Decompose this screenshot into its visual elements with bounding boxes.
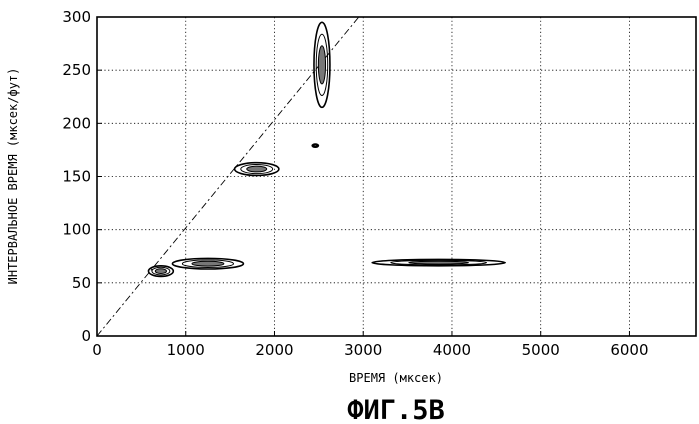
contour-ring	[409, 261, 469, 264]
contour-region-dot-180	[312, 144, 318, 147]
y-tick-label: 250	[62, 61, 91, 79]
y-tick-label: 300	[62, 8, 91, 26]
contour-ring	[155, 269, 166, 274]
y-tick-label: 200	[62, 114, 91, 132]
x-tick-label: 6000	[610, 341, 648, 359]
y-axis-label: ИНТЕРВАЛЬНОЕ ВРЕМЯ (мксек/фут)	[6, 68, 20, 285]
contour-ring	[318, 46, 325, 84]
x-tick-label: 5000	[522, 341, 560, 359]
x-tick-label: 0	[92, 341, 102, 359]
x-tick-label: 1000	[167, 341, 205, 359]
x-tick-label: 4000	[433, 341, 471, 359]
contour-ring	[314, 145, 317, 147]
figure-caption: ФИГ.5B	[347, 395, 445, 424]
contour-ring	[247, 166, 267, 172]
y-tick-label: 150	[62, 168, 91, 186]
y-tick-label: 0	[81, 327, 91, 345]
contour-region-band-60	[148, 266, 173, 277]
x-axis-label: ВРЕМЯ (мксек)	[349, 371, 443, 385]
x-tick-label: 2000	[255, 341, 293, 359]
contour-region-blob-160	[235, 163, 279, 176]
contour-ring	[192, 261, 224, 266]
y-tick-label: 100	[62, 221, 91, 239]
x-tick-label: 3000	[344, 341, 382, 359]
y-tick-label: 50	[72, 274, 91, 292]
